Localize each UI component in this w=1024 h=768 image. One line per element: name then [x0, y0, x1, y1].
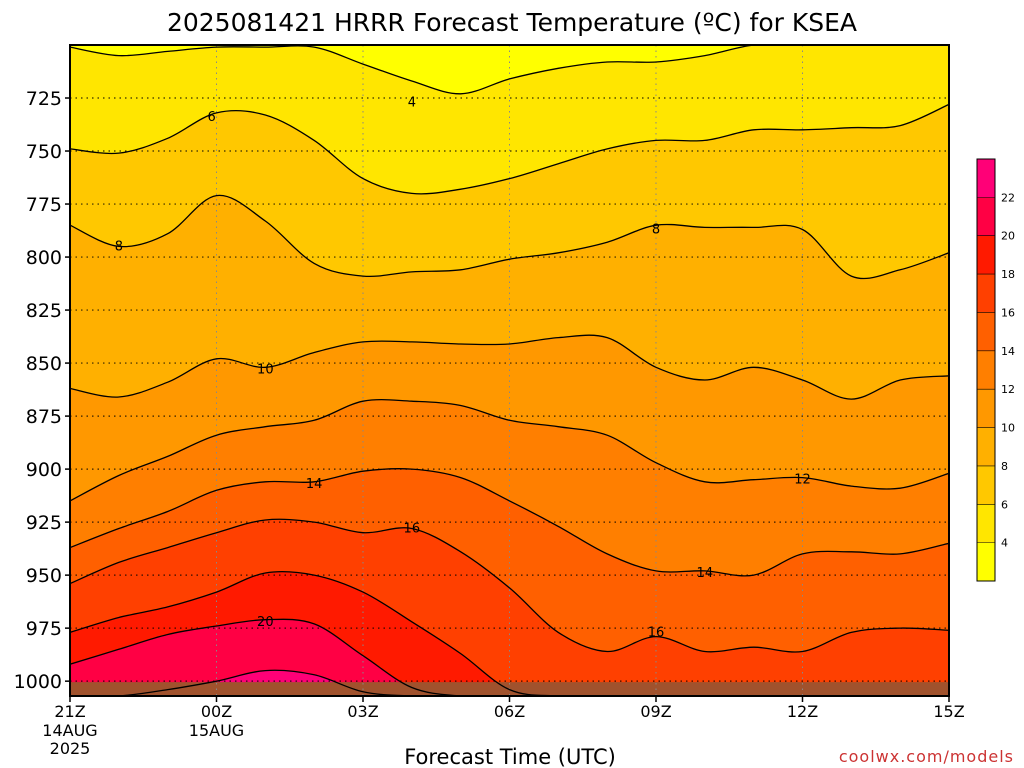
contour-line-18 — [70, 570, 949, 696]
y-tick-label: 875 — [26, 406, 62, 428]
y-tick-label: 900 — [26, 459, 62, 481]
x-tick-label: 21Z — [54, 702, 85, 721]
colorbar-swatch — [977, 350, 995, 390]
contour-line-20 — [70, 618, 949, 696]
colorbar-swatch — [977, 504, 995, 543]
contour-line-4 — [70, 45, 949, 95]
colorbar-swatch — [977, 465, 995, 505]
contour-line-16 — [70, 518, 949, 653]
colorbar-label: 12 — [1001, 383, 1015, 396]
colorbar-swatch — [977, 427, 995, 466]
contour-line-12 — [70, 399, 949, 502]
x-tick-label: 09Z — [640, 702, 671, 721]
contour-label: 10 — [257, 362, 274, 377]
colorbar-label: 20 — [1001, 230, 1015, 243]
contour-line-8 — [70, 194, 949, 280]
grid-lines — [70, 45, 949, 696]
x-tick-label: 15Z — [933, 702, 964, 721]
y-tick-label: 825 — [26, 300, 62, 322]
contour-label: 12 — [794, 473, 811, 488]
contour-line-10 — [70, 334, 949, 400]
contour-label: 8 — [652, 222, 660, 237]
contour-line-6 — [70, 103, 949, 195]
colorbar-label: 16 — [1001, 306, 1015, 319]
y-tick-label: 950 — [26, 565, 62, 587]
colorbar-swatch — [977, 542, 995, 581]
colorbar-label: 10 — [1001, 422, 1015, 435]
colorbar-frame — [976, 158, 996, 582]
contour-label: 8 — [115, 239, 123, 254]
x-tick-label: 03Z — [347, 702, 378, 721]
contour-line-22 — [70, 669, 949, 696]
contour-label: 14 — [697, 566, 714, 581]
contour-label: 4 — [408, 95, 416, 110]
y-axis: 725 750 775 800 825 850 875 900 925 950 975 1000 — [14, 88, 70, 693]
x-tick-label: 00Z — [201, 702, 232, 721]
colorbar-label: 8 — [1001, 460, 1008, 473]
contour-label: 14 — [306, 477, 323, 492]
x-tick-sublabel: 15AUG — [189, 721, 244, 740]
y-tick-label: 775 — [26, 194, 62, 216]
contour-label: 16 — [648, 625, 665, 640]
y-tick-label: 725 — [26, 88, 62, 110]
contour-label: 20 — [257, 615, 274, 630]
colorbar-swatch — [977, 235, 995, 275]
colorbar-swatch — [977, 274, 995, 313]
contour-lines — [70, 45, 949, 696]
contour-line-14 — [70, 468, 949, 577]
colorbar-label: 18 — [1001, 268, 1015, 281]
contour-label: 16 — [404, 521, 421, 536]
x-tick-sublabel: 14AUG — [42, 721, 97, 740]
y-tick-label: 850 — [26, 353, 62, 375]
colorbar-swatch — [977, 159, 995, 198]
y-tick-label: 975 — [26, 618, 62, 640]
colorbar-label: 22 — [1001, 191, 1015, 204]
chart-title: 2025081421 HRRR Forecast Temperature (ºC… — [167, 8, 857, 37]
y-tick-label: 800 — [26, 247, 62, 269]
colorbar-swatch — [977, 312, 995, 351]
credit-text: coolwx.com/models — [839, 747, 1014, 766]
x-tick-sublabel: 2025 — [50, 739, 91, 758]
y-tick-label: 925 — [26, 512, 62, 534]
colorbar-label: 6 — [1001, 498, 1008, 511]
x-tick-label: 12Z — [787, 702, 818, 721]
colorbar-label: 14 — [1001, 345, 1015, 358]
colorbar-label: 4 — [1001, 537, 1008, 550]
temperature-fill-bands — [70, 45, 949, 696]
y-tick-label: 750 — [26, 141, 62, 163]
x-tick-label: 06Z — [494, 702, 525, 721]
colorbar-swatch — [977, 197, 995, 236]
colorbar-swatch — [977, 389, 995, 428]
y-tick-label: 1000 — [14, 671, 62, 693]
contour-label: 6 — [207, 110, 215, 125]
x-axis-title: Forecast Time (UTC) — [404, 745, 616, 768]
contour-labels: 4 6 8 8 10 12 14 14 16 16 20 — [115, 95, 811, 640]
band-fill — [70, 45, 949, 94]
band-fill — [70, 45, 949, 194]
colorbar: 4 6 8 10 12 14 16 18 20 22 — [976, 158, 1015, 582]
